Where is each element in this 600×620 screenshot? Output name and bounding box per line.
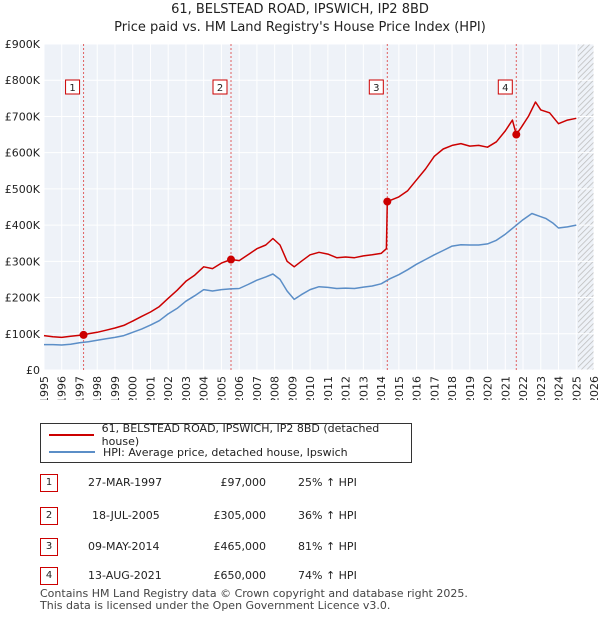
x-tick-label: 2012: [340, 376, 353, 400]
chart-subtitle: Price paid vs. HM Land Registry's House …: [114, 20, 486, 35]
x-tick-label: 2001: [144, 376, 157, 400]
transaction-number-label: 2: [217, 83, 223, 94]
y-tick-label: £700K: [5, 110, 41, 123]
legend-property-swatch: [49, 434, 94, 436]
footer-copyright: Contains HM Land Registry data © Crown c…: [40, 587, 468, 600]
x-tick-label: 2007: [251, 376, 264, 400]
x-tick-label: 2002: [162, 376, 175, 400]
transaction-hpi: 25% ↑ HPI: [298, 476, 357, 489]
legend-property-label: 61, BELSTEAD ROAD, IPSWICH, IP2 8BD (det…: [101, 422, 380, 448]
y-tick-label: £500K: [5, 183, 41, 196]
x-tick-label: 1996: [56, 376, 69, 400]
y-tick-label: £300K: [5, 255, 41, 268]
y-tick-label: £100K: [5, 328, 41, 341]
transaction-badge: 2: [40, 507, 58, 525]
x-tick-label: 2003: [180, 376, 193, 400]
y-tick-label: £900K: [5, 38, 41, 51]
transaction-row: 3 09-MAY-2014 £465,000 81% ↑ HPI: [40, 538, 560, 558]
legend-hpi-label: HPI: Average price, detached house, Ipsw…: [103, 445, 348, 459]
x-tick-label: 2011: [322, 376, 335, 400]
legend: 61, BELSTEAD ROAD, IPSWICH, IP2 8BD (det…: [40, 422, 412, 463]
transaction-number-box: [368, 79, 384, 95]
transaction-row: 2 18-JUL-2005 £305,000 36% ↑ HPI: [40, 507, 560, 527]
transaction-row: 1 27-MAR-1997 £97,000 25% ↑ HPI: [40, 474, 560, 494]
legend-property: 61, BELSTEAD ROAD, IPSWICH, IP2 8BD (det…: [49, 422, 411, 448]
x-tick-label: 2020: [482, 376, 495, 400]
legend-hpi-swatch: [49, 451, 95, 453]
transaction-price: £97,000: [220, 476, 267, 489]
x-tick-label: 2018: [446, 376, 459, 400]
x-tick-label: 2004: [198, 376, 211, 400]
transaction-number-box: [497, 79, 513, 95]
y-tick-label: £800K: [5, 74, 41, 87]
x-tick-label: 2005: [215, 376, 228, 400]
transaction-price: £305,000: [213, 509, 267, 522]
series-line: [44, 212, 577, 346]
x-tick-label: 2015: [393, 376, 406, 400]
x-tick-label: 2006: [233, 376, 246, 400]
forecast-region: [578, 44, 594, 370]
transaction-point: [383, 197, 392, 206]
x-tick-label: 2010: [304, 376, 317, 400]
transaction-badge: 3: [40, 538, 58, 556]
transaction-price: £465,000: [213, 540, 267, 553]
x-tick-label: 2021: [499, 376, 512, 400]
x-tick-label: 1995: [38, 376, 51, 400]
transaction-number-label: 3: [373, 83, 379, 94]
transaction-date: 18-JUL-2005: [92, 509, 160, 522]
x-tick-label: 2013: [357, 376, 370, 400]
transaction-price: £650,000: [213, 569, 267, 582]
transaction-row: 4 13-AUG-2021 £650,000 74% ↑ HPI: [40, 567, 560, 587]
transaction-badge: 4: [40, 567, 58, 585]
x-tick-label: 2000: [127, 376, 140, 400]
x-tick-label: 2024: [553, 376, 566, 400]
price-chart: £0 £100K £200K £300K £400K £500K £600K £700K £80…: [5, 38, 600, 400]
transaction-point: [79, 330, 88, 339]
transaction-date: 27-MAR-1997: [88, 476, 163, 489]
footer: Contains HM Land Registry data © Crown c…: [40, 588, 468, 612]
transaction-point: [512, 130, 521, 139]
transaction-number-box: [65, 79, 81, 95]
legend-hpi: HPI: Average price, detached house, Ipsw…: [49, 444, 348, 460]
transaction-hpi: 81% ↑ HPI: [298, 540, 357, 553]
x-tick-label: 2026: [588, 376, 600, 400]
x-tick-label: 1997: [73, 376, 86, 400]
transaction-hpi: 36% ↑ HPI: [298, 509, 357, 522]
x-tick-label: 1998: [91, 376, 104, 400]
transaction-number-box: [212, 79, 228, 95]
footer-licence: This data is licensed under the Open Gov…: [40, 599, 391, 612]
y-tick-label: £200K: [5, 292, 41, 305]
transaction-date: 13-AUG-2021: [88, 569, 162, 582]
transaction-date: 09-MAY-2014: [88, 540, 160, 553]
x-tick-label: 1999: [109, 376, 122, 400]
x-tick-label: 2014: [375, 376, 388, 400]
x-tick-label: 2008: [269, 376, 282, 400]
transaction-hpi: 74% ↑ HPI: [298, 569, 357, 582]
transaction-badge: 1: [40, 474, 58, 492]
x-tick-label: 2016: [411, 376, 424, 400]
plot-area: [44, 44, 594, 370]
x-tick-label: 2017: [428, 376, 441, 400]
y-tick-label: £400K: [5, 219, 41, 232]
chart-title: 61, BELSTEAD ROAD, IPSWICH, IP2 8BD: [171, 2, 429, 17]
x-tick-label: 2019: [464, 376, 477, 400]
transaction-number-label: 1: [69, 83, 75, 94]
y-tick-label: £0: [26, 364, 40, 377]
x-tick-label: 2022: [517, 376, 530, 400]
x-tick-label: 2009: [286, 376, 299, 400]
transaction-point: [227, 255, 235, 264]
y-tick-label: £600K: [5, 147, 41, 160]
x-tick-label: 2025: [570, 376, 583, 400]
transaction-number-label: 4: [502, 83, 508, 94]
x-tick-label: 2023: [535, 376, 548, 400]
series-line: [43, 101, 577, 339]
